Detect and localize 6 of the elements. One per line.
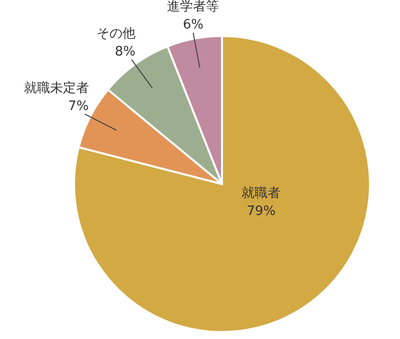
slice-label: 進学者等 [167, 0, 220, 15]
slice-label: 就職未定者 [24, 81, 89, 96]
data-label: 6% [182, 18, 204, 33]
data-label: 8% [114, 44, 136, 60]
data-label: 7% [68, 99, 89, 114]
slice-label: その他 [96, 26, 136, 42]
